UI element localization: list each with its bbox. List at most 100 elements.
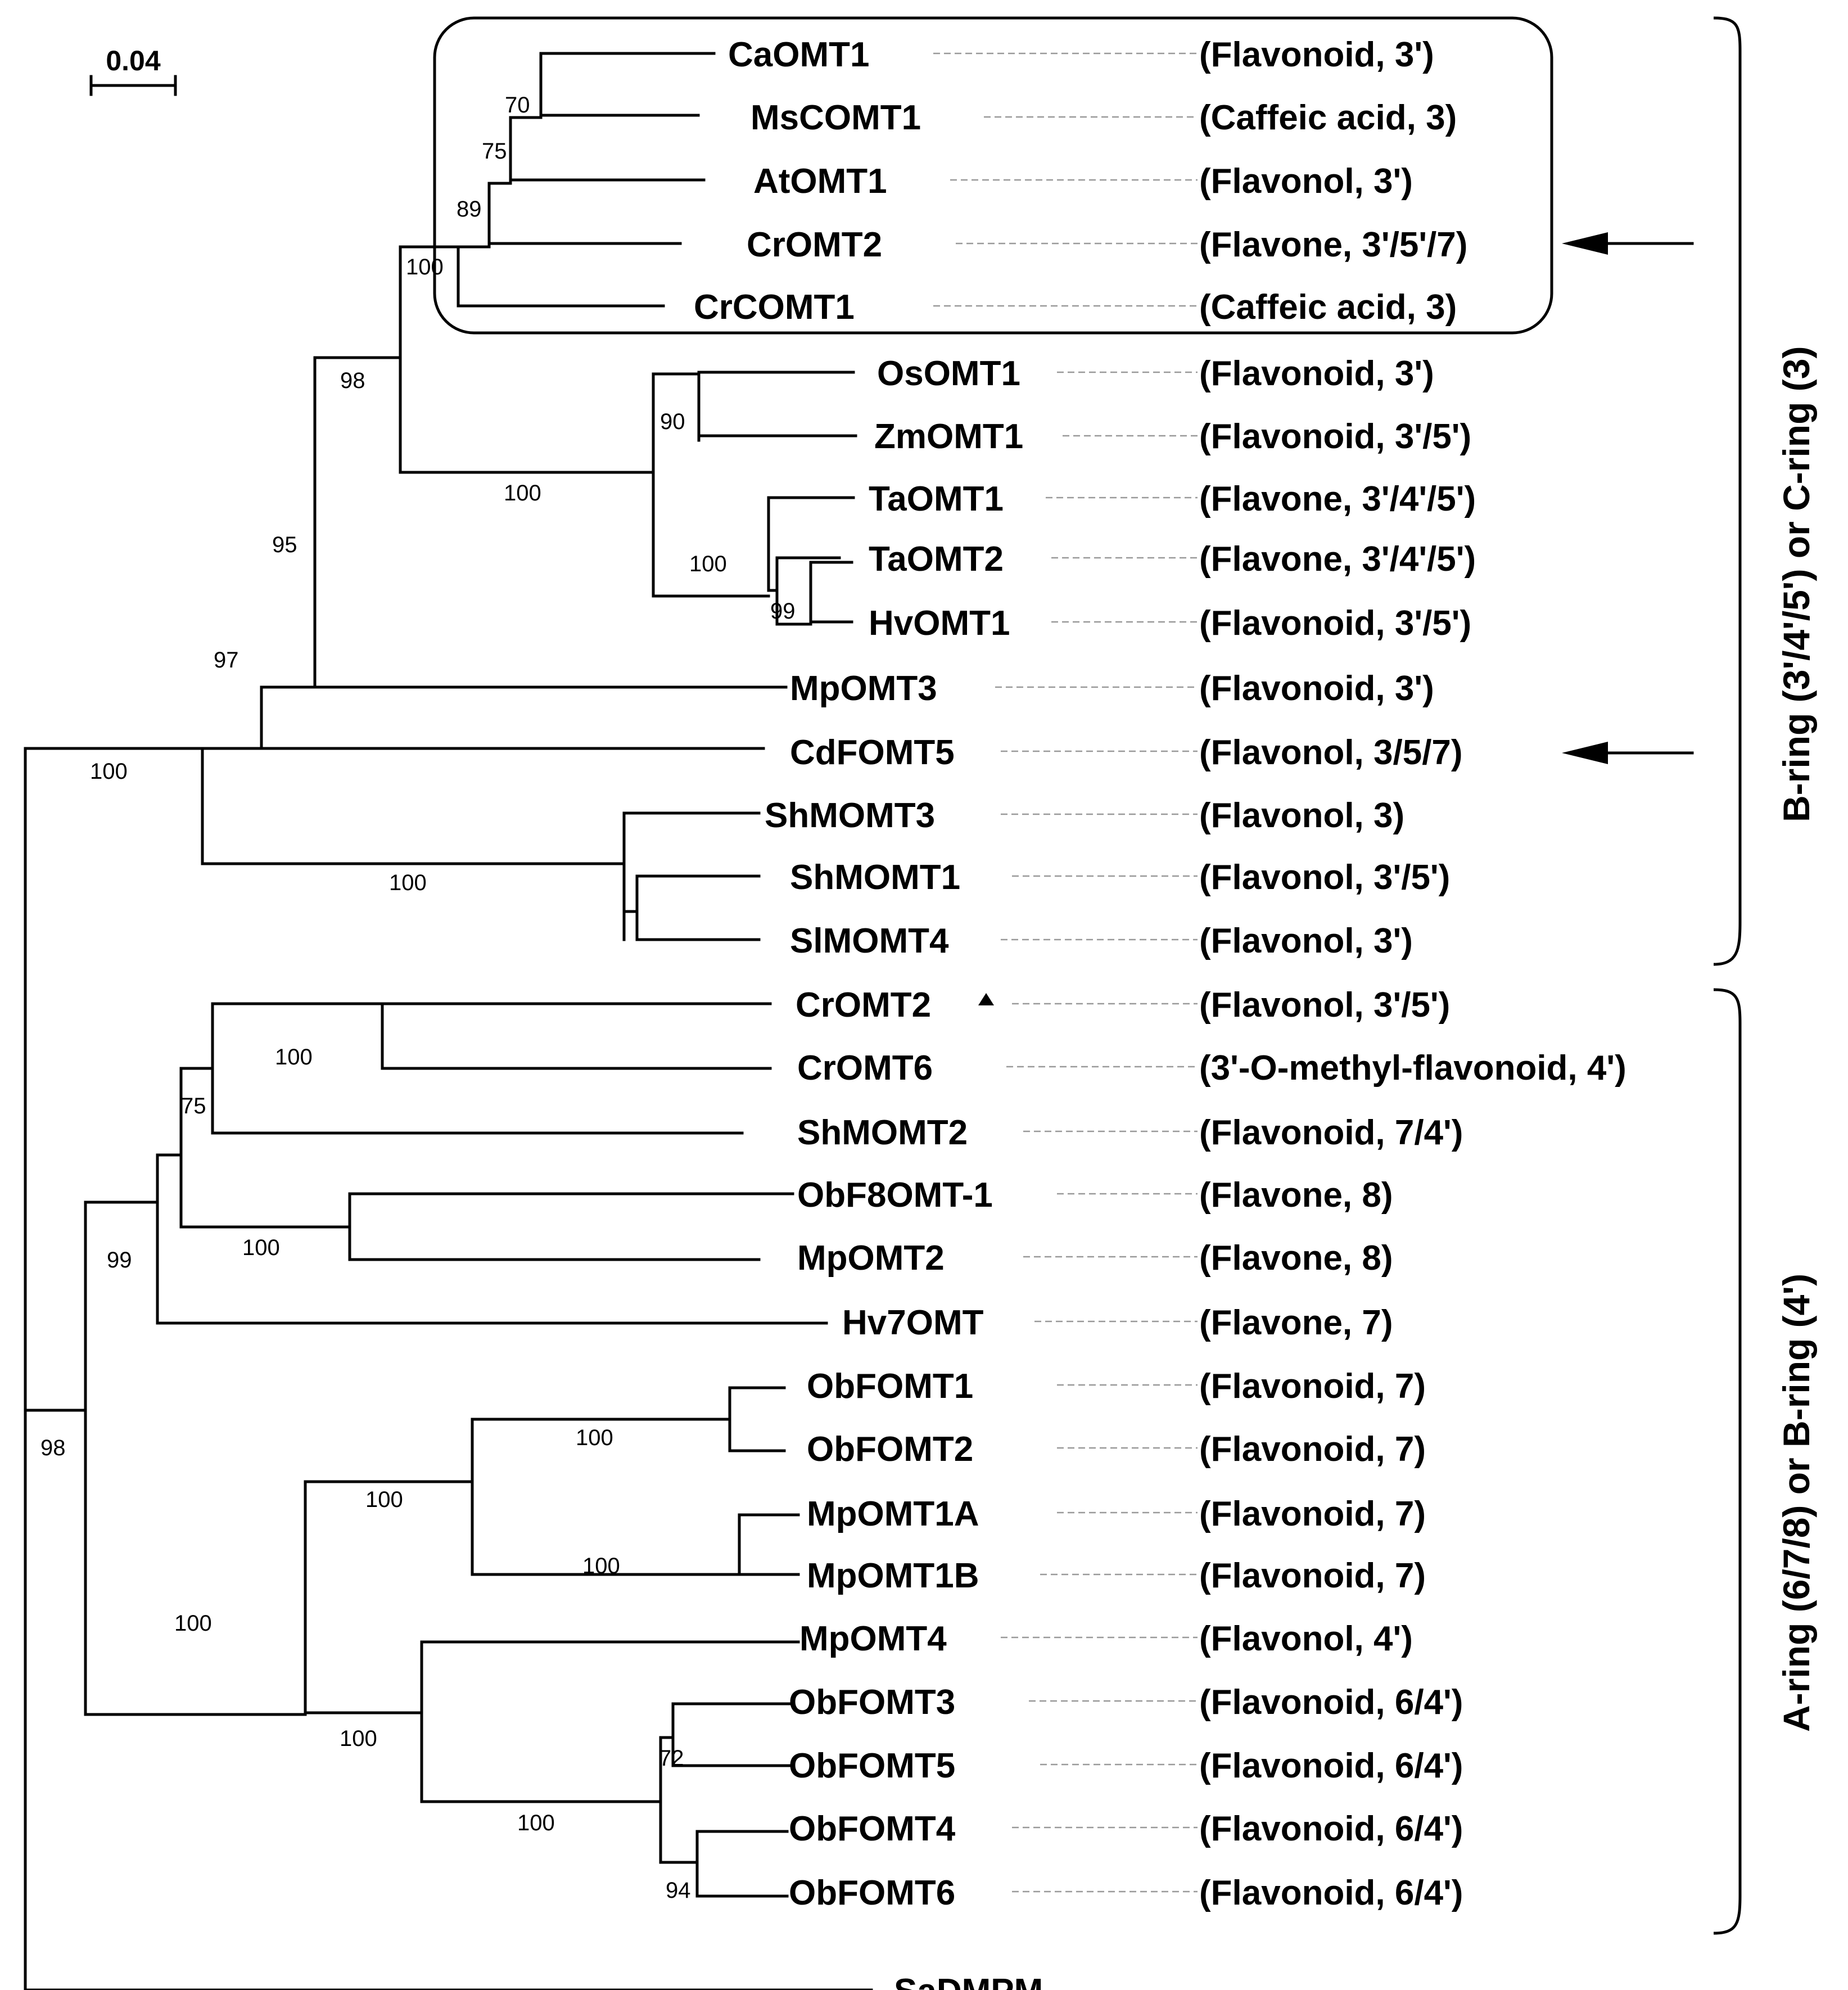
lower-group-label: A-ring (6/7/8) or B-ring (4') <box>1775 1274 1817 1732</box>
bootstrap-value: 100 <box>389 870 427 895</box>
bootstrap-value: 99 <box>770 599 796 624</box>
arrow-left-icon <box>1562 232 1608 255</box>
bootstrap-value: 100 <box>582 1554 620 1578</box>
taxon-name: ObFOMT5 <box>789 1747 955 1785</box>
bootstrap-value: 100 <box>406 255 444 279</box>
substrate-label: (Flavonoid, 3'/5') <box>1199 417 1471 456</box>
arrows <box>1562 232 1694 764</box>
taxon-name: ObFOMT1 <box>807 1367 973 1406</box>
bootstrap-value: 100 <box>174 1611 212 1636</box>
bootstrap-value: 90 <box>660 409 685 434</box>
bootstrap-value: 100 <box>504 481 541 506</box>
substrate-label: (Caffeic acid, 3) <box>1199 98 1457 137</box>
bootstrap-value: 100 <box>517 1811 555 1835</box>
substrate-label: (Flavone, 8) <box>1199 1176 1393 1215</box>
upper-group-brace <box>1713 16 1742 966</box>
substrate-label: (Flavonoid, 3') <box>1199 669 1434 708</box>
taxon-name: Hv7OMT <box>842 1303 984 1342</box>
taxon-name: TaOMT2 <box>869 540 1004 579</box>
taxon-name: CdFOMT5 <box>790 733 955 772</box>
bootstrap-value: 75 <box>482 139 507 164</box>
taxon-name: CrOMT2 <box>796 986 931 1025</box>
taxon-name: TaOMT1 <box>869 480 1004 518</box>
substrate-label: (Flavonoid, 6/4') <box>1199 1747 1463 1785</box>
scale-bar-label: 0.04 <box>106 45 161 76</box>
taxon-name: MpOMT4 <box>799 1619 947 1658</box>
bootstrap-value: 97 <box>214 648 239 673</box>
bootstrap-value: 98 <box>340 368 365 393</box>
triangle-marker-icon <box>978 993 994 1005</box>
taxon-name: SaDMPM <box>894 1972 1043 1990</box>
bootstrap-value: 70 <box>505 93 530 118</box>
taxon-name: CrCOMT1 <box>694 288 855 327</box>
taxon-name: ObFOMT4 <box>789 1809 956 1848</box>
bootstrap-values: 70 75 89 100 98 90 100 100 99 95 97 100 … <box>40 93 796 1903</box>
bootstrap-value: 100 <box>275 1045 313 1070</box>
taxon-name: CaOMT1 <box>728 35 869 74</box>
substrate-label: (Flavonol, 3'/5') <box>1199 858 1450 897</box>
taxon-name: AtOMT1 <box>753 162 887 201</box>
taxon-name: OsOMT1 <box>877 354 1020 393</box>
bootstrap-value: 95 <box>272 533 297 557</box>
substrate-label: (Flavonol, 3') <box>1199 162 1413 201</box>
taxon-name: ShMOMT3 <box>765 796 935 835</box>
taxon-name: ObF8OMT-1 <box>797 1176 993 1215</box>
taxon-name: MpOMT1A <box>807 1495 979 1533</box>
tree-branches <box>24 52 873 1990</box>
substrate-label: (3'-O-methyl-flavonoid, 4') <box>1199 1049 1626 1087</box>
substrate-label: (Flavonol, 4') <box>1199 1619 1413 1658</box>
highlight-box <box>433 16 1553 335</box>
substrate-label: (Flavonoid, 7) <box>1199 1367 1426 1406</box>
bootstrap-value: 99 <box>107 1248 132 1272</box>
scale-bar: 0.04 <box>89 45 177 96</box>
substrate-label: (Flavonol, 3'/5') <box>1199 986 1450 1025</box>
bootstrap-value: 94 <box>666 1878 691 1903</box>
bootstrap-value: 100 <box>365 1487 403 1512</box>
substrate-label: (Flavonol, 3') <box>1199 922 1413 960</box>
taxon-name: MpOMT1B <box>807 1556 979 1595</box>
substrate-label: (Flavone, 3'/4'/5') <box>1199 540 1476 579</box>
substrate-label: (Flavonoid, 7) <box>1199 1556 1426 1595</box>
taxon-name: ObFOMT2 <box>807 1430 973 1469</box>
substrate-label: (Caffeic acid, 3) <box>1199 288 1457 327</box>
bootstrap-value: 72 <box>659 1746 684 1771</box>
substrate-label: (Flavonoid, 3'/5') <box>1199 604 1471 643</box>
upper-group-label: B-ring (3'/4'/5') or C-ring (3) <box>1775 346 1817 822</box>
taxon-name: MpOMT3 <box>790 669 937 708</box>
taxon-name: ShMOMT1 <box>790 858 960 897</box>
bootstrap-value: 100 <box>576 1425 613 1450</box>
substrate-label: (Flavone, 3'/4'/5') <box>1199 480 1476 518</box>
substrate-label: (Flavone, 8) <box>1199 1239 1393 1278</box>
taxon-name: ShMOMT2 <box>797 1113 968 1152</box>
substrate-label: (Flavonoid, 7) <box>1199 1430 1426 1469</box>
taxon-name: SlMOMT4 <box>790 922 949 960</box>
taxon-name: MpOMT2 <box>797 1239 945 1278</box>
substrate-label: (Flavonoid, 3') <box>1199 35 1434 74</box>
taxon-name: MsCOMT1 <box>751 98 921 137</box>
bootstrap-value: 100 <box>242 1235 280 1260</box>
bootstrap-value: 75 <box>181 1094 206 1118</box>
bootstrap-value: 100 <box>689 552 727 576</box>
taxon-name: CrOMT2 <box>747 225 882 264</box>
bootstrap-value: 98 <box>40 1436 66 1460</box>
bootstrap-value: 89 <box>457 197 482 222</box>
substrate-label: (Flavone, 7) <box>1199 1303 1393 1342</box>
taxon-labels: CaOMT1 MsCOMT1 AtOMT1 CrOMT2 CrCOMT1 OsO… <box>694 35 1043 1990</box>
substrate-labels: (Flavonoid, 3') (Caffeic acid, 3) (Flavo… <box>1199 35 1626 1912</box>
leader-lines <box>933 52 1198 1893</box>
substrate-label: (Flavonoid, 7) <box>1199 1495 1426 1533</box>
substrate-label: (Flavonoid, 7/4') <box>1199 1113 1463 1152</box>
taxon-name: ZmOMT1 <box>874 417 1023 456</box>
substrate-label: (Flavonoid, 6/4') <box>1199 1683 1463 1722</box>
taxon-name: ObFOMT3 <box>789 1683 955 1722</box>
substrate-label: (Flavonoid, 6/4') <box>1199 1809 1463 1848</box>
taxon-name: HvOMT1 <box>869 604 1010 643</box>
substrate-label: (Flavonol, 3) <box>1199 796 1404 835</box>
taxon-name: CrOMT6 <box>797 1049 933 1087</box>
substrate-label: (Flavonoid, 3') <box>1199 354 1434 393</box>
taxon-name: ObFOMT6 <box>789 1874 955 1912</box>
bootstrap-value: 100 <box>90 759 128 784</box>
bootstrap-value: 100 <box>340 1726 377 1751</box>
lower-group-brace <box>1713 988 1742 1935</box>
